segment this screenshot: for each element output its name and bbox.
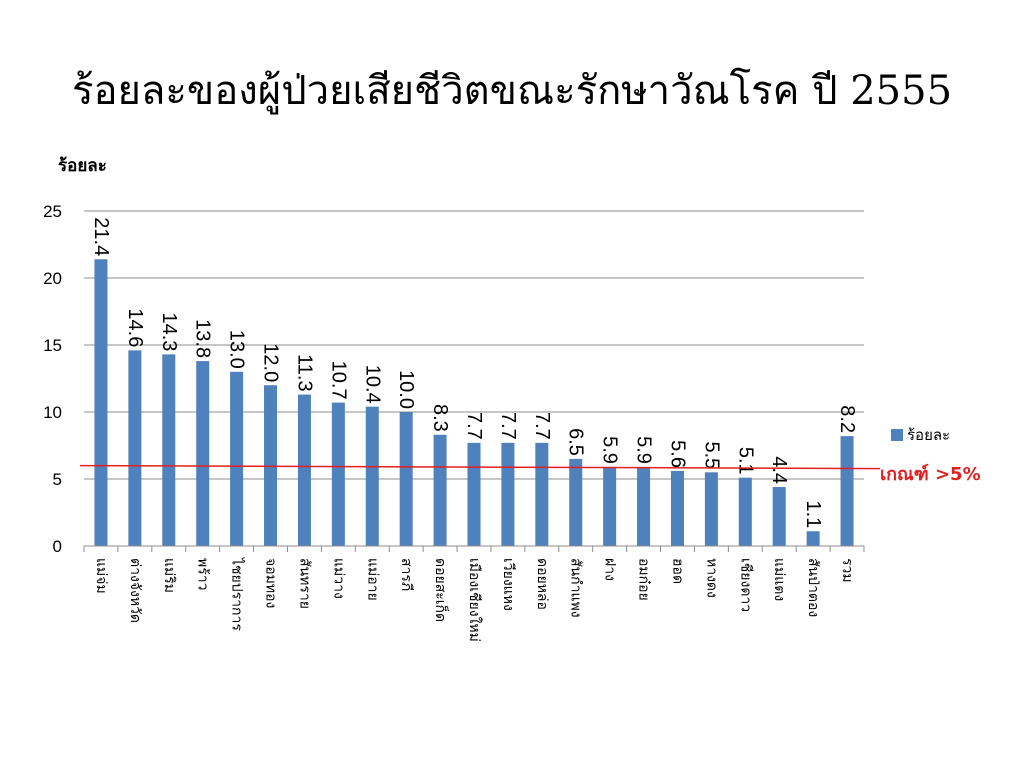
category-label: จอมทอง — [263, 558, 279, 608]
category-label: ฝาง — [602, 558, 618, 581]
data-label: 1.1 — [802, 500, 824, 528]
category-label: รวม — [839, 558, 855, 583]
category-label: เวียงแหง — [500, 558, 516, 611]
y-tick-label: 0 — [53, 537, 62, 556]
data-label: 10.7 — [327, 361, 349, 400]
category-label: สันป่าตอง — [805, 558, 821, 617]
data-label: 7.7 — [463, 412, 485, 440]
bar — [637, 466, 651, 546]
data-label: 4.4 — [768, 456, 790, 484]
category-label: ฮอด — [669, 558, 685, 584]
threshold-line — [79, 464, 881, 470]
data-label: 11.3 — [293, 354, 315, 391]
category-label: สันกำแพง — [568, 558, 584, 618]
legend: ร้อยละ — [891, 423, 950, 447]
category-label: แม่จ่ม — [93, 558, 109, 594]
data-label: 13.8 — [192, 319, 214, 358]
chart-title: ร้อยละของผู้ป่วยเสียชีวิตขณะรักษาวัณโรค … — [71, 68, 953, 114]
data-label: 14.6 — [124, 308, 146, 347]
data-label: 8.3 — [429, 404, 451, 432]
legend-label: ร้อยละ — [907, 426, 951, 444]
bar — [670, 470, 684, 546]
data-label: 5.1 — [734, 447, 756, 475]
bar — [704, 472, 718, 546]
category-label: พร้าว — [195, 558, 211, 590]
data-label: 10.0 — [395, 370, 417, 409]
bar — [501, 442, 515, 546]
data-label: 5.9 — [633, 436, 655, 464]
category-label: ดอยสะเก็ด — [432, 558, 450, 622]
y-tick-label: 25 — [43, 202, 62, 221]
data-label: 6.5 — [565, 428, 587, 456]
bar — [128, 350, 142, 546]
category-label: ต่างจังหวัด — [127, 558, 143, 623]
data-labels: 21.4 14.6 14.3 13.8 13.0 12.0 11.3 10.7 10.4 10.0… — [90, 217, 858, 528]
threshold-label: เกณฑ์ >5% — [880, 464, 981, 485]
category-label: แม่แตง — [771, 558, 787, 601]
data-label: 7.7 — [497, 412, 519, 440]
bar — [196, 361, 210, 546]
bars — [94, 259, 854, 546]
data-label: 5.9 — [599, 436, 621, 464]
bar — [399, 412, 413, 546]
y-axis-label: ร้อยละ — [58, 156, 107, 176]
bar — [297, 394, 311, 546]
y-tick-label: 5 — [53, 470, 62, 489]
data-label: 8.2 — [836, 405, 858, 433]
bar — [603, 466, 617, 546]
bar — [94, 259, 108, 546]
category-label: เมืองเชียงใหม่ — [466, 558, 483, 642]
bar — [331, 402, 345, 546]
category-label: สันทราย — [296, 558, 312, 609]
category-label: สารภี — [398, 558, 414, 591]
bar — [806, 531, 820, 546]
bar — [840, 436, 854, 546]
bar — [772, 487, 786, 546]
y-tick-label: 10 — [43, 403, 62, 422]
data-label: 13.0 — [226, 330, 248, 369]
data-label: 5.5 — [700, 441, 722, 469]
y-tick-label: 15 — [43, 336, 62, 355]
data-label: 7.7 — [531, 412, 553, 440]
bar — [569, 458, 583, 546]
x-tick-marks — [83, 546, 865, 552]
category-label: ไชยปราการ — [229, 557, 246, 631]
bar — [162, 354, 176, 546]
bar — [433, 434, 447, 546]
bar — [535, 442, 549, 546]
y-tick-labels: 0 5 10 15 20 25 — [43, 202, 62, 556]
category-label: แม่อาย — [364, 558, 380, 601]
category-label: แม่ริม — [161, 558, 177, 593]
category-label: อมก๋อย — [636, 558, 652, 601]
bar — [467, 442, 481, 546]
category-label: ดอยหล่อ — [534, 558, 550, 610]
data-label: 12.0 — [260, 343, 282, 382]
data-label: 14.3 — [158, 312, 180, 351]
data-label: 21.4 — [90, 217, 112, 256]
category-label: หางดง — [703, 558, 719, 598]
bar — [365, 406, 379, 546]
legend-swatch — [891, 429, 903, 441]
category-label: แม่วาง — [330, 558, 346, 599]
y-tick-label: 20 — [43, 269, 62, 288]
category-labels: แม่จ่ม ต่างจังหวัด แม่ริม พร้าว ไชยปราการ จอม… — [93, 557, 855, 642]
bar — [738, 477, 752, 546]
bar — [230, 371, 244, 546]
data-label: 10.4 — [361, 365, 383, 404]
category-label: เชียงดาว — [737, 558, 753, 612]
data-label: 5.6 — [666, 440, 688, 468]
